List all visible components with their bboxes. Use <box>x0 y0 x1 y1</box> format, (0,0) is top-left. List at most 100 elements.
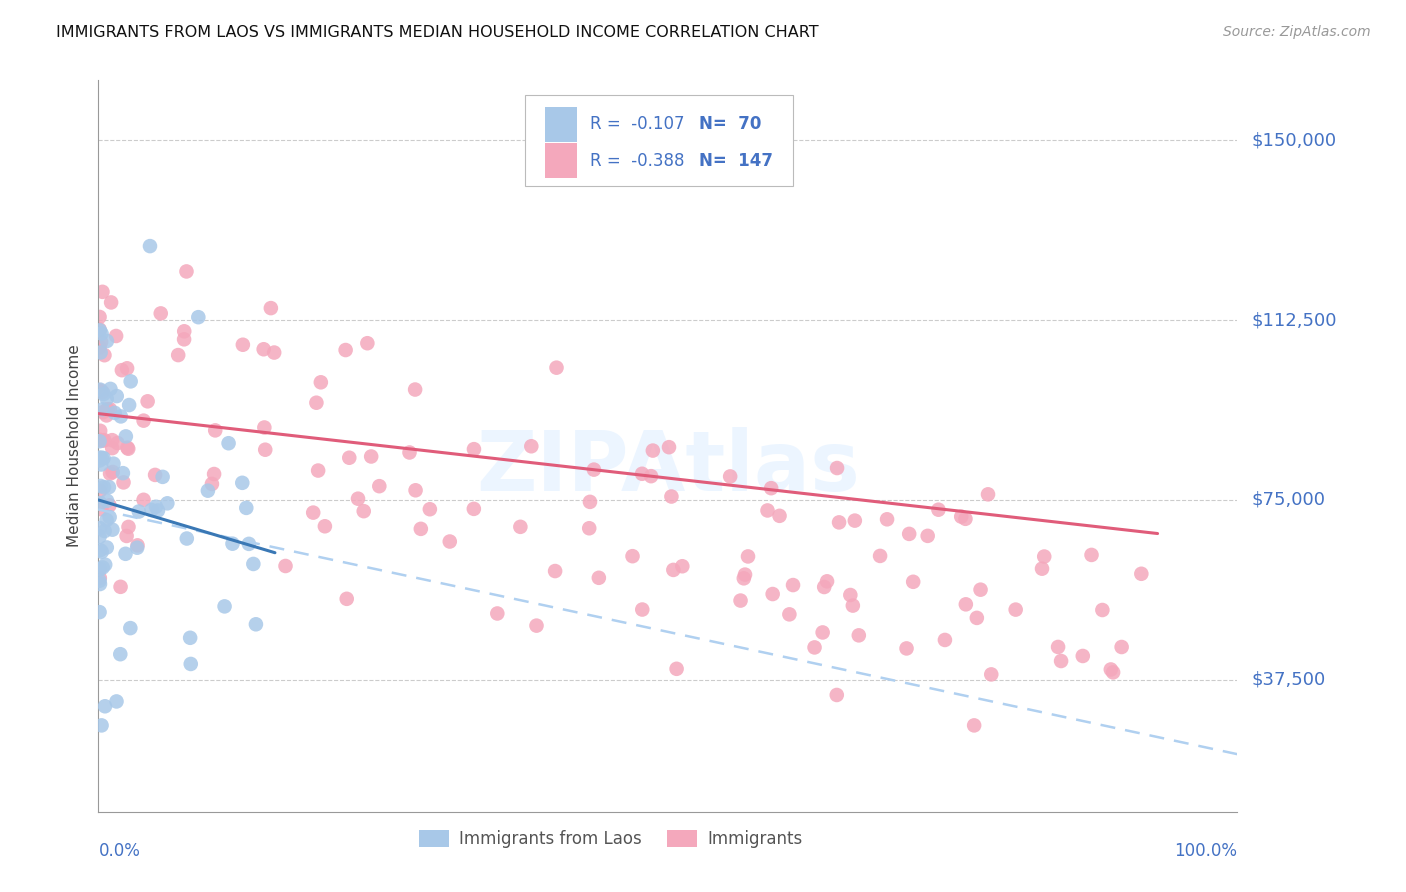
Point <box>544 564 567 578</box>
Point <box>110 409 132 424</box>
Point <box>963 718 986 732</box>
Point <box>89 574 111 588</box>
Point <box>96 334 118 348</box>
Point <box>309 376 332 390</box>
Point <box>111 363 134 377</box>
Point <box>305 395 328 409</box>
Point <box>661 490 683 504</box>
Point <box>107 436 129 450</box>
Point <box>93 451 115 466</box>
Point <box>641 443 664 458</box>
Point <box>96 541 118 555</box>
Point <box>1031 562 1053 576</box>
Point <box>105 389 128 403</box>
Point <box>89 384 111 398</box>
Point <box>89 424 111 438</box>
Point <box>353 504 375 518</box>
Point <box>187 310 209 325</box>
Point <box>1004 602 1026 616</box>
Point <box>89 496 111 510</box>
Point <box>621 549 644 564</box>
Point <box>91 434 114 448</box>
Point <box>368 479 391 493</box>
Point <box>803 640 825 655</box>
Point <box>658 440 681 454</box>
Point <box>1033 549 1056 564</box>
Point <box>111 466 134 480</box>
Point <box>546 360 568 375</box>
Point <box>96 409 118 423</box>
Point <box>778 607 800 622</box>
Text: $37,500: $37,500 <box>1251 671 1326 689</box>
Point <box>813 580 835 594</box>
Point <box>104 406 127 420</box>
Point <box>141 503 163 517</box>
FancyBboxPatch shape <box>546 144 576 178</box>
Point <box>173 332 195 346</box>
Point <box>759 481 782 495</box>
Point <box>118 398 141 412</box>
Point <box>1091 603 1114 617</box>
Point <box>969 582 991 597</box>
Point <box>1050 654 1073 668</box>
Point <box>335 343 357 357</box>
Point <box>197 483 219 498</box>
Point <box>90 334 112 349</box>
Point <box>582 462 605 476</box>
Point <box>737 549 759 564</box>
Point <box>218 436 240 450</box>
Point <box>89 543 111 558</box>
Point <box>214 599 236 614</box>
Point <box>110 580 132 594</box>
Point <box>815 574 838 589</box>
Point <box>1111 640 1133 654</box>
Point <box>100 382 122 396</box>
Text: R =  -0.388: R = -0.388 <box>591 152 685 169</box>
FancyBboxPatch shape <box>526 95 793 186</box>
Point <box>96 513 118 527</box>
Point <box>825 688 848 702</box>
Point <box>89 323 111 337</box>
Point <box>896 641 918 656</box>
Point <box>139 239 162 253</box>
Text: N=  70: N= 70 <box>699 115 761 133</box>
Text: Source: ZipAtlas.com: Source: ZipAtlas.com <box>1223 25 1371 39</box>
Point <box>117 520 139 534</box>
Point <box>180 657 202 671</box>
Point <box>94 558 117 572</box>
Point <box>115 529 138 543</box>
Point <box>398 445 420 459</box>
Point <box>93 480 115 494</box>
Point <box>114 547 136 561</box>
Point <box>96 493 118 508</box>
Point <box>120 621 142 635</box>
Point <box>91 384 114 399</box>
Text: ZIPAtlas: ZIPAtlas <box>475 427 860 508</box>
Point <box>934 632 956 647</box>
Point <box>671 559 693 574</box>
Point <box>105 329 128 343</box>
Point <box>337 450 360 465</box>
Point <box>117 441 139 455</box>
Text: 100.0%: 100.0% <box>1174 842 1237 860</box>
Point <box>101 433 124 447</box>
Point <box>103 457 125 471</box>
Point <box>145 500 167 514</box>
Point <box>90 502 112 516</box>
Text: $150,000: $150,000 <box>1251 131 1336 149</box>
Point <box>90 326 112 341</box>
Point <box>254 442 277 457</box>
Text: $75,000: $75,000 <box>1251 491 1326 509</box>
Point <box>360 450 382 464</box>
Point <box>869 549 891 563</box>
Point <box>91 560 114 574</box>
Point <box>89 605 111 619</box>
Point <box>146 503 169 517</box>
Point <box>631 602 654 616</box>
Point <box>828 516 851 530</box>
Point <box>173 324 195 338</box>
Point <box>260 301 283 315</box>
Point <box>238 537 260 551</box>
Point <box>1080 548 1102 562</box>
Point <box>419 502 441 516</box>
